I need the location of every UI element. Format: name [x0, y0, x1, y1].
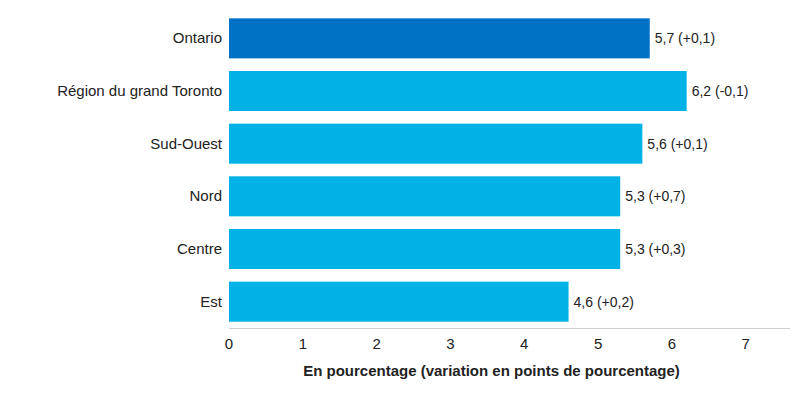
category-label: Région du grand Toronto [57, 82, 222, 99]
x-tick-label: 2 [372, 335, 380, 352]
chart-svg: Ontario 5,7 (+0,1) Région du grand Toronto… [0, 0, 800, 400]
chart: Ontario 5,7 (+0,1) Région du grand Toronto… [0, 0, 800, 400]
category-label: Ontario [173, 29, 222, 46]
category-label: Nord [189, 187, 222, 204]
bar [229, 18, 650, 58]
x-tick-label: 3 [446, 335, 454, 352]
x-tick-label: 5 [594, 335, 602, 352]
bar [229, 282, 569, 322]
bars [229, 18, 687, 321]
category-label: Centre [177, 240, 222, 257]
category-label: Sud-Ouest [150, 135, 223, 152]
bar [229, 71, 687, 111]
data-label: 5,3 (+0,7) [625, 188, 685, 204]
texts: Ontario 5,7 (+0,1) Région du grand Toronto… [57, 29, 750, 379]
data-label: 5,3 (+0,3) [625, 241, 685, 257]
x-axis-title: En pourcentage (variation en points de p… [303, 362, 680, 379]
bar [229, 176, 620, 216]
category-label: Est [200, 293, 223, 310]
x-tick-label: 4 [520, 335, 528, 352]
bar [229, 124, 642, 164]
x-tick-label: 6 [668, 335, 676, 352]
data-label: 5,6 (+0,1) [647, 136, 707, 152]
bar [229, 229, 620, 269]
data-label: 5,7 (+0,1) [655, 30, 715, 46]
data-label: 4,6 (+0,2) [574, 294, 634, 310]
x-tick-label: 1 [299, 335, 307, 352]
x-tick-label: 0 [225, 335, 233, 352]
x-axis-line [229, 328, 790, 329]
x-tick-label: 7 [742, 335, 750, 352]
data-label: 6,2 (-0,1) [692, 83, 749, 99]
